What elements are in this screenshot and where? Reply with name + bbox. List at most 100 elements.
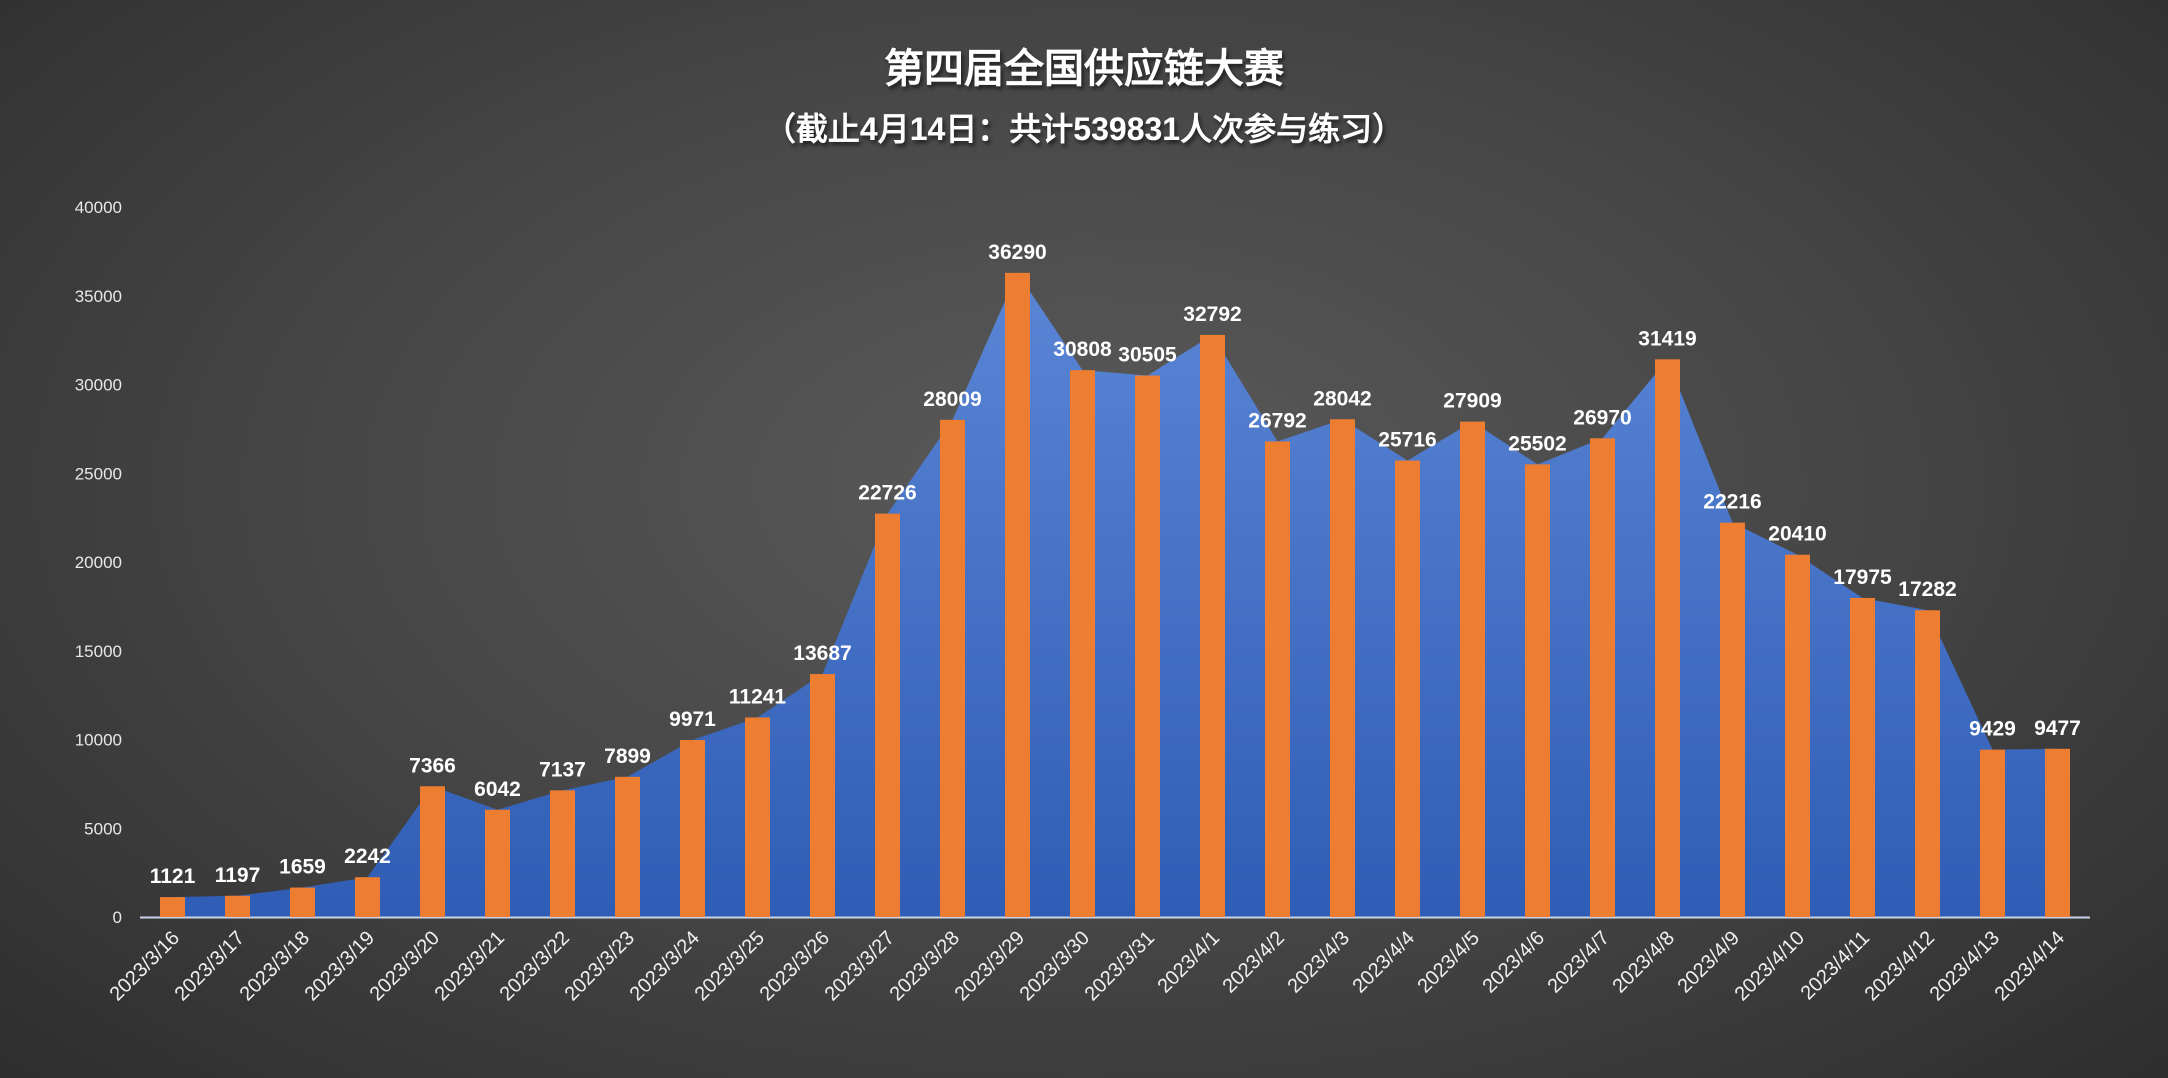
data-label: 31419 <box>1638 327 1696 350</box>
chart-subtitle: （截止4月14日：共计539831人次参与练习） <box>764 111 1404 147</box>
bar <box>875 513 900 917</box>
y-tick-label: 0 <box>113 908 122 927</box>
data-label: 2242 <box>344 845 391 868</box>
bar <box>1395 460 1420 917</box>
chart-title: 第四届全国供应链大赛 <box>884 46 1285 91</box>
data-label: 1121 <box>150 865 196 888</box>
data-label: 32792 <box>1183 303 1241 326</box>
bar <box>810 674 835 917</box>
bar <box>1590 438 1615 917</box>
x-tick-label: 2023/3/19 <box>301 927 379 1005</box>
data-label: 6042 <box>474 778 521 801</box>
y-tick-label: 20000 <box>75 553 122 572</box>
bar <box>1980 749 2005 917</box>
plot-area: 0 5000 10000 15000 20000 25000 30000 35000 40000… <box>75 198 2090 1005</box>
data-label: 28009 <box>923 388 981 411</box>
x-tick-label: 2023/3/31 <box>1081 927 1159 1005</box>
x-tick-label: 2023/4/14 <box>1991 927 2069 1005</box>
bar <box>550 790 575 917</box>
data-label: 9477 <box>2034 717 2081 740</box>
data-label: 1197 <box>215 864 261 887</box>
data-label: 30808 <box>1053 338 1112 361</box>
data-label: 26970 <box>1573 406 1631 429</box>
data-label: 1659 <box>279 856 326 879</box>
bar <box>1850 597 1875 917</box>
y-tick-label: 30000 <box>75 376 122 395</box>
bar <box>680 740 705 917</box>
x-tick-label: 2023/3/23 <box>561 927 639 1005</box>
x-tick-label: 2023/3/20 <box>366 927 444 1005</box>
data-label: 28042 <box>1313 387 1371 410</box>
x-tick-label: 2023/4/10 <box>1731 927 1809 1005</box>
x-tick-label: 2023/4/5 <box>1413 927 1484 998</box>
data-label: 7899 <box>604 745 651 768</box>
data-label: 11241 <box>729 685 787 708</box>
x-tick-label: 2023/4/2 <box>1218 927 1289 998</box>
x-tick-label: 2023/4/6 <box>1478 927 1549 998</box>
bar <box>1655 359 1680 917</box>
x-tick-label: 2023/4/7 <box>1543 927 1614 998</box>
x-tick-label: 2023/4/1 <box>1153 927 1224 998</box>
x-tick-label: 2023/4/12 <box>1861 927 1939 1005</box>
data-label: 13687 <box>793 642 851 665</box>
data-label: 17975 <box>1833 566 1892 589</box>
y-tick-label: 40000 <box>75 198 122 217</box>
bar <box>160 897 185 917</box>
data-label: 25502 <box>1508 432 1566 455</box>
x-tick-label: 2023/3/27 <box>821 927 899 1005</box>
data-label: 7137 <box>539 758 586 781</box>
data-label: 17282 <box>1898 578 1956 601</box>
bar <box>940 419 965 917</box>
data-label: 25716 <box>1378 429 1436 452</box>
bar <box>1460 421 1485 917</box>
data-label: 30505 <box>1118 344 1177 367</box>
bar <box>290 887 315 917</box>
area-series <box>172 272 2058 917</box>
data-label: 22216 <box>1703 491 1761 514</box>
bar <box>1070 370 1095 918</box>
x-tick-label: 2023/3/18 <box>236 927 314 1005</box>
x-tick-label: 2023/3/25 <box>691 927 769 1005</box>
x-tick-label: 2023/4/8 <box>1608 927 1679 998</box>
x-tick-label: 2023/4/3 <box>1283 927 1354 998</box>
x-tick-label: 2023/3/30 <box>1016 927 1094 1005</box>
x-tick-label: 2023/3/26 <box>756 927 834 1005</box>
bar <box>1785 554 1810 917</box>
x-tick-label: 2023/3/17 <box>171 927 249 1005</box>
y-tick-label: 35000 <box>75 287 122 306</box>
x-tick-label: 2023/4/13 <box>1926 927 2004 1005</box>
data-label: 22726 <box>858 482 916 505</box>
bar <box>1200 334 1225 917</box>
bar <box>2045 748 2070 917</box>
bar <box>1135 375 1160 917</box>
bar <box>1265 441 1290 917</box>
data-label: 9429 <box>1969 718 2016 741</box>
bar <box>1005 272 1030 917</box>
data-label: 20410 <box>1768 523 1826 546</box>
bar <box>1525 464 1550 917</box>
bar <box>420 786 445 917</box>
x-tick-label: 2023/3/21 <box>431 927 509 1005</box>
bar <box>615 776 640 917</box>
y-tick-label: 5000 <box>84 819 122 838</box>
x-tick-label: 2023/3/16 <box>106 927 184 1005</box>
bar <box>355 877 380 917</box>
bar <box>745 717 770 917</box>
y-tick-label: 10000 <box>75 731 122 750</box>
data-label: 7366 <box>409 754 456 777</box>
bar <box>225 895 250 917</box>
bar <box>485 809 510 917</box>
y-tick-label: 25000 <box>75 464 122 483</box>
data-label: 26792 <box>1248 409 1306 432</box>
data-label: 27909 <box>1443 390 1501 413</box>
bar <box>1915 610 1940 917</box>
x-tick-label: 2023/3/24 <box>626 927 704 1005</box>
x-tick-label: 2023/3/28 <box>886 927 964 1005</box>
data-label: 9971 <box>669 708 716 731</box>
bar <box>1330 419 1355 917</box>
y-tick-label: 15000 <box>75 642 122 661</box>
data-label: 36290 <box>988 241 1046 264</box>
x-tick-label: 2023/3/29 <box>951 927 1029 1005</box>
bar <box>1720 522 1745 917</box>
